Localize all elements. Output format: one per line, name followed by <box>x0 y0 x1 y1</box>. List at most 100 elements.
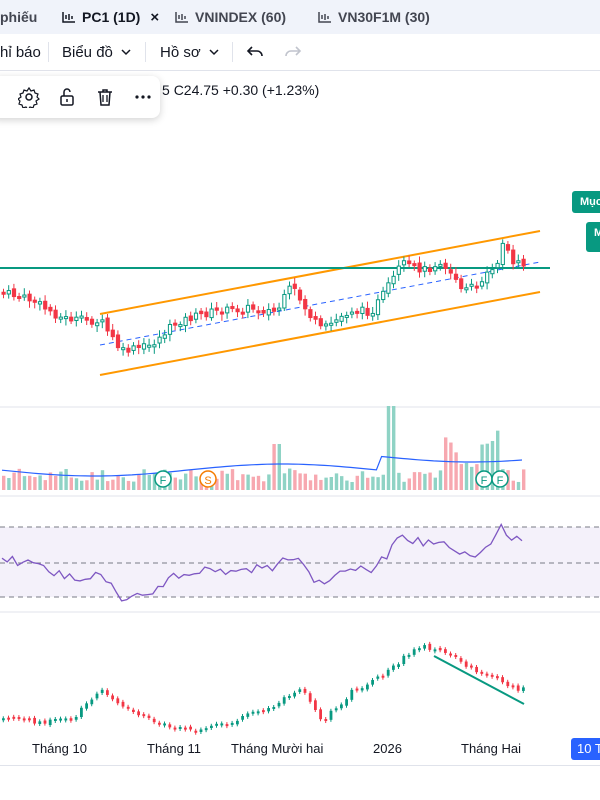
overview-candle <box>246 713 250 717</box>
overview-candle <box>100 689 104 693</box>
price-candle <box>349 311 355 315</box>
volume-bar <box>59 471 63 490</box>
volume-bar <box>402 481 406 490</box>
more-icon[interactable] <box>132 86 154 108</box>
overview-candle <box>303 688 307 693</box>
price-candle <box>329 322 334 326</box>
price-candle <box>511 249 516 265</box>
price-candle <box>386 282 391 294</box>
price-candle <box>235 308 240 313</box>
volume-ma-line <box>1 455 523 477</box>
profile-button[interactable]: Hồ sơ <box>160 34 219 70</box>
volume-bar <box>241 474 245 490</box>
tab-vn30f1m[interactable]: VN30F1M (30) <box>318 0 430 34</box>
unlock-icon[interactable] <box>56 86 78 108</box>
overview-candle <box>371 679 374 685</box>
marker-f-1[interactable]: F <box>154 470 172 488</box>
price-candle <box>69 316 74 322</box>
overview-candle <box>267 708 270 712</box>
indicators-button[interactable]: hỉ báo <box>0 34 41 70</box>
volume-bar <box>251 476 255 490</box>
redo-icon[interactable] <box>284 44 302 60</box>
price-candle <box>27 293 32 302</box>
tab-bar: phiếu PC1 (1D) × VNINDEX (60) VN30F1M (3… <box>0 0 600 35</box>
volume-bar <box>54 475 58 490</box>
overview-candle <box>314 700 317 711</box>
channel-lower-line[interactable] <box>99 291 541 376</box>
price-candle <box>433 266 438 272</box>
channel-mid-line[interactable] <box>99 261 541 346</box>
tab-pc1[interactable]: PC1 (1D) × <box>62 0 159 34</box>
volume-bar <box>516 481 521 490</box>
overview-candle <box>69 718 73 721</box>
price-candle <box>84 317 89 321</box>
overview-candle <box>433 649 437 652</box>
overview-candle <box>282 697 286 704</box>
price-candle <box>199 310 204 315</box>
tab-vnindex[interactable]: VNINDEX (60) <box>175 0 286 34</box>
volume-bar <box>480 444 484 490</box>
price-candle <box>459 278 464 290</box>
volume-bar <box>189 469 193 490</box>
overview-candle <box>454 655 458 658</box>
volume-bar <box>38 475 42 490</box>
svg-text:F: F <box>481 475 488 487</box>
overview-candle <box>418 648 421 651</box>
volume-bar <box>350 481 354 490</box>
chart-toolbar: hỉ báo Biểu đồ Hồ sơ <box>0 34 600 71</box>
overview-candle <box>272 706 276 709</box>
tab-stock-list[interactable]: phiếu <box>0 0 37 34</box>
close-icon[interactable]: × <box>150 8 160 26</box>
price-candle <box>115 334 121 349</box>
overview-candle <box>142 714 146 717</box>
settings-icon[interactable] <box>18 86 40 108</box>
volume-bar <box>345 480 349 490</box>
price-candle <box>464 287 469 291</box>
overview-candle <box>449 653 452 656</box>
channel-upper-line[interactable] <box>99 230 541 315</box>
volume-bar <box>215 478 219 490</box>
price-candle <box>412 263 417 267</box>
volume-bar <box>340 476 344 490</box>
price-candle <box>490 269 495 275</box>
overview-candle <box>158 722 161 725</box>
marker-f-3[interactable]: F <box>491 470 509 488</box>
overview-candle <box>116 698 120 704</box>
price-candle <box>126 347 131 353</box>
trash-icon[interactable] <box>94 86 116 108</box>
chart-type-button[interactable]: Biểu đồ <box>62 34 131 70</box>
volume-bar <box>173 477 177 490</box>
overview-candles <box>2 641 525 735</box>
volume-bar <box>298 473 302 490</box>
volume-bar <box>262 481 266 490</box>
volume-bar <box>12 472 16 490</box>
price-candle <box>162 334 167 339</box>
price-candle <box>74 316 79 322</box>
x-axis-label: 2026 <box>373 741 402 756</box>
price-candle <box>136 344 141 349</box>
overview-candle <box>204 728 208 731</box>
price-candle <box>152 344 157 348</box>
volume-bar <box>48 472 53 490</box>
price-candle <box>89 318 95 325</box>
marker-f-2[interactable]: F <box>475 470 493 488</box>
volume-bar <box>418 472 422 490</box>
tab-label: VNINDEX (60) <box>195 9 287 25</box>
overview-candle <box>48 719 52 726</box>
price-candle <box>183 316 188 327</box>
overview-candle <box>293 692 296 697</box>
price-candle <box>121 347 126 351</box>
marker-s[interactable]: S <box>199 470 217 488</box>
overview-candle <box>74 716 78 720</box>
volume-bar <box>126 480 131 490</box>
undo-icon[interactable] <box>246 44 264 60</box>
volume-bar <box>470 466 474 490</box>
price-candle <box>32 299 37 303</box>
overview-candle <box>490 674 494 677</box>
price-candles <box>1 239 526 357</box>
overview-candle <box>480 671 484 674</box>
volume-bar <box>116 475 120 490</box>
volume-bar <box>246 474 250 490</box>
price-candle <box>479 281 485 287</box>
